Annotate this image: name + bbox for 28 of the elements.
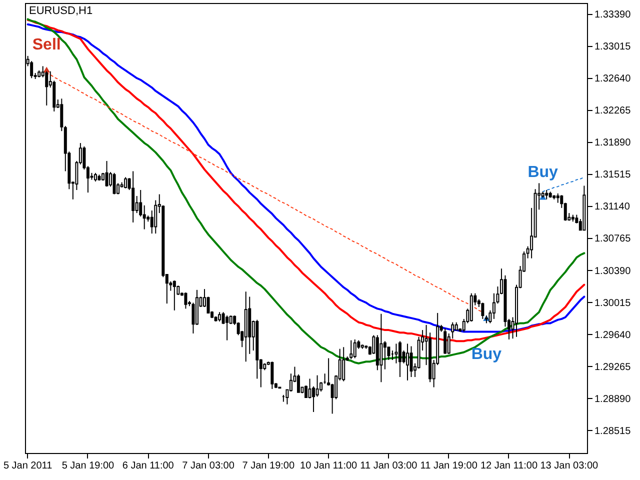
x-tick-label: 11 Jan 03:00 [360, 460, 418, 472]
y-tick-label: 1.29265 [594, 362, 632, 373]
y-tick-label: 1.31140 [594, 202, 630, 213]
y-tick-label: 1.33390 [594, 10, 632, 21]
y-tick-label: 1.28890 [594, 394, 632, 405]
y-tick-label: 1.29640 [594, 330, 632, 341]
x-tick-label: 11 Jan 19:00 [420, 460, 478, 472]
x-tick-label: 6 Jan 11:00 [122, 460, 174, 472]
y-tick-label: 1.33015 [594, 42, 632, 53]
annotation: Buy [471, 346, 502, 364]
y-tick-label: 1.30390 [594, 266, 632, 277]
x-tick-label: 12 Jan 11:00 [480, 460, 538, 472]
x-tick-label: 13 Jan 03:00 [540, 460, 598, 472]
x-tick-label: 5 Jan 2011 [3, 460, 53, 472]
y-tick-label: 1.30015 [594, 298, 632, 309]
y-tick-label: 1.32265 [594, 106, 632, 117]
y-tick-label: 1.32640 [594, 74, 632, 85]
x-tick-label: 7 Jan 19:00 [242, 460, 295, 472]
y-tick-label: 1.31890 [594, 138, 632, 149]
x-tick-label: 7 Jan 03:00 [182, 460, 235, 472]
annotation: Sell [32, 36, 61, 54]
y-tick-label: 1.30765 [594, 234, 632, 245]
annotation: Buy [528, 164, 558, 181]
y-tick-label: 1.28515 [594, 426, 632, 437]
x-tick-label: 5 Jan 19:00 [62, 460, 115, 472]
x-tick-label: 10 Jan 11:00 [300, 460, 358, 472]
chart-title: EURUSD,H1 [29, 5, 93, 17]
y-tick-label: 1.31515 [594, 170, 632, 181]
